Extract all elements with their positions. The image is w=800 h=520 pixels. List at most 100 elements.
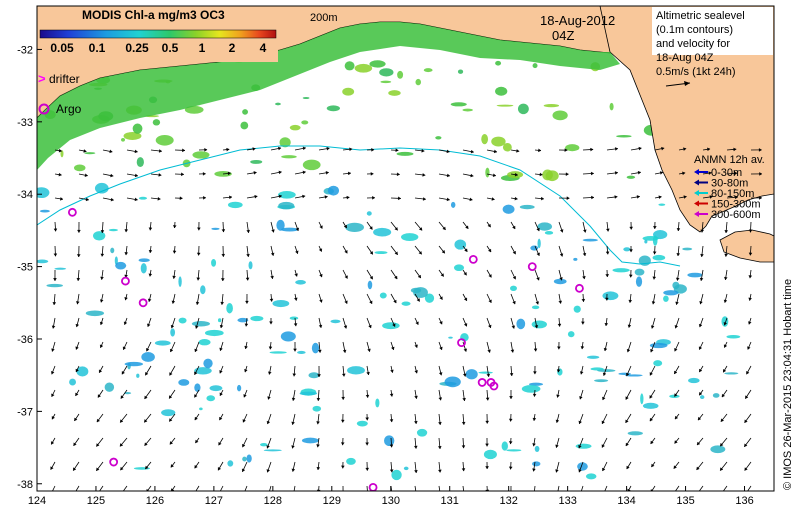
chlorophyll-patch — [342, 87, 355, 96]
velocity-arrowhead — [583, 229, 587, 233]
velocity-arrowhead — [579, 396, 583, 400]
chlorophyll-patch — [495, 86, 508, 96]
velocity-arrowhead — [709, 195, 713, 199]
chlorophyll-patch — [356, 420, 368, 427]
velocity-arrowhead — [51, 393, 55, 398]
velocity-arrowhead — [744, 443, 748, 447]
velocity-arrowhead — [391, 346, 395, 351]
chlorophyll-patch — [567, 331, 575, 338]
velocity-arrowhead — [446, 149, 450, 154]
chlorophyll-patch — [516, 318, 526, 330]
velocity-arrowhead — [96, 418, 101, 423]
velocity-arrowhead — [318, 324, 323, 329]
velocity-arrowhead — [625, 419, 629, 424]
colorbar-tick: 4 — [260, 41, 267, 55]
chlorophyll-patch — [217, 318, 222, 323]
velocity-arrowhead — [171, 300, 176, 304]
velocity-arrowhead — [674, 325, 679, 329]
velocity-arrowhead — [365, 394, 370, 398]
velocity-arrowhead — [158, 173, 162, 177]
y-tick-label: -32 — [17, 44, 33, 56]
velocity-arrowhead — [242, 443, 246, 448]
velocity-arrowhead — [720, 442, 724, 447]
velocity-arrowhead — [700, 253, 704, 258]
velocity-arrowhead — [392, 323, 396, 327]
velocity-arrowhead — [341, 373, 346, 377]
chlorophyll-patch — [184, 105, 204, 114]
chlorophyll-patch — [609, 102, 614, 111]
chlorophyll-patch — [542, 169, 553, 181]
velocity-arrowhead — [539, 172, 543, 177]
x-tick-label: 132 — [500, 495, 518, 507]
velocity-arrowhead — [721, 393, 726, 398]
chlorophyll-patch — [375, 398, 380, 408]
velocity-arrowhead — [564, 148, 568, 152]
chlorophyll-patch — [403, 466, 409, 471]
chlorophyll-patch — [373, 227, 392, 237]
velocity-arrowhead — [60, 197, 64, 201]
chlorophyll-patch — [491, 136, 506, 147]
chlorophyll-patch — [289, 316, 299, 320]
velocity-arrowhead — [658, 195, 662, 199]
velocity-arrowhead — [439, 346, 443, 351]
velocity-arrowhead — [758, 148, 762, 152]
colorbar-tick: 0.5 — [162, 41, 179, 55]
velocity-arrowhead — [555, 469, 559, 473]
velocity-arrowhead — [109, 149, 113, 154]
chlorophyll-patch — [178, 317, 187, 324]
velocity-arrowhead — [748, 252, 753, 256]
velocity-arrowhead — [581, 321, 585, 325]
velocity-arrowhead — [84, 173, 88, 177]
chlorophyll-patch — [347, 366, 365, 375]
chlorophyll-patch — [281, 227, 299, 232]
velocity-arrowhead — [146, 347, 150, 352]
altimetry-line-2: (0.1m contours) — [656, 24, 733, 36]
velocity-arrowhead — [533, 494, 536, 497]
velocity-arrowhead — [317, 374, 321, 378]
velocity-arrowhead — [414, 395, 418, 400]
velocity-arrowhead — [580, 346, 585, 350]
velocity-arrowhead — [488, 274, 492, 278]
chlorophyll-patch — [627, 431, 643, 436]
chlorophyll-patch — [642, 236, 659, 241]
chlorophyll-patch — [260, 442, 268, 447]
velocity-arrowhead — [578, 444, 582, 449]
velocity-arrowhead — [653, 226, 657, 230]
velocity-arrowhead — [266, 420, 271, 425]
velocity-arrowhead — [438, 397, 443, 401]
velocity-arrowhead — [268, 346, 273, 350]
chlorophyll-patch — [203, 358, 213, 369]
velocity-arrowhead — [696, 466, 700, 471]
anmn-legend-arrowhead — [694, 169, 699, 175]
chlorophyll-patch — [501, 441, 508, 451]
velocity-arrowhead — [144, 419, 148, 423]
velocity-arrowhead — [324, 195, 328, 199]
velocity-arrowhead — [316, 467, 321, 471]
velocity-arrowhead — [398, 196, 402, 201]
chlorophyll-patch — [496, 104, 514, 107]
velocity-arrowhead — [627, 324, 632, 328]
velocity-arrowhead — [465, 225, 469, 229]
velocity-arrowhead — [748, 229, 753, 233]
velocity-arrowhead — [194, 464, 198, 469]
anmn-legend-arrowhead — [694, 190, 699, 196]
velocity-arrow — [52, 485, 56, 491]
chlorophyll-patch — [531, 305, 540, 310]
chlorophyll-patch — [141, 352, 155, 362]
chlorophyll-patch — [39, 209, 50, 213]
velocity-arrowhead — [302, 146, 307, 151]
velocity-arrowhead — [463, 323, 468, 327]
velocity-arrowhead — [446, 197, 450, 202]
chlorophyll-patch — [123, 131, 142, 140]
velocity-arrowhead — [145, 371, 149, 376]
chlorophyll-patch — [194, 383, 201, 392]
velocity-arrowhead — [226, 147, 230, 152]
chlorophyll-patch — [435, 136, 442, 140]
chlorophyll-patch — [198, 339, 211, 346]
velocity-arrowhead — [99, 344, 104, 348]
colorbar-title: MODIS Chl-a mg/m3 OC3 — [82, 8, 225, 22]
velocity-arrowhead — [325, 171, 329, 175]
velocity-arrowhead — [438, 469, 442, 473]
velocity-arrowhead — [565, 172, 569, 176]
